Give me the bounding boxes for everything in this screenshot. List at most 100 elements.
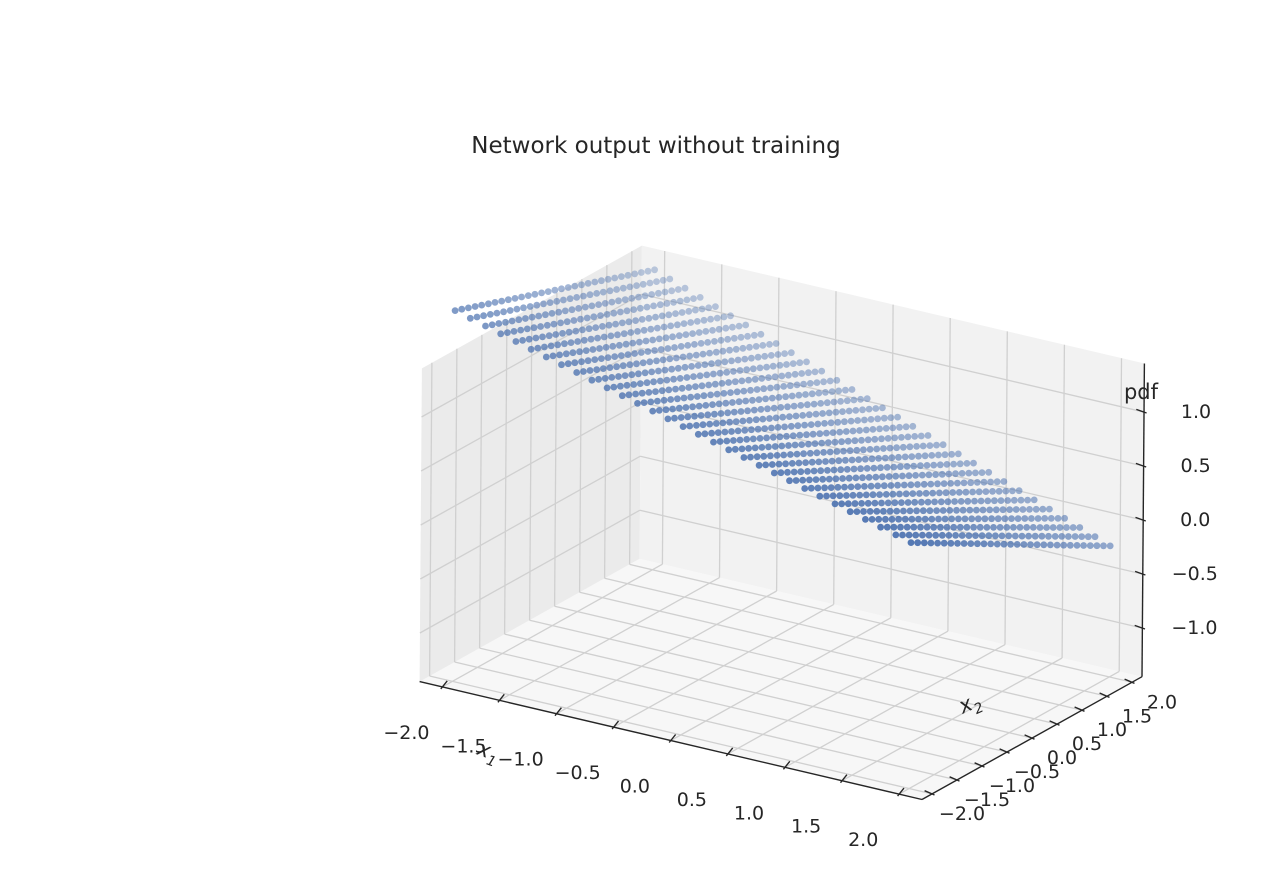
data-point — [779, 413, 787, 421]
data-point — [697, 412, 705, 419]
data-point — [1058, 533, 1066, 540]
data-point — [730, 334, 738, 342]
data-point — [988, 515, 995, 523]
data-point — [865, 405, 873, 413]
data-point — [803, 431, 810, 439]
z-tick-out — [1142, 519, 1147, 522]
data-point — [806, 476, 813, 484]
data-point — [511, 295, 519, 302]
data-point — [703, 371, 711, 379]
data-point — [887, 482, 895, 489]
data-point — [731, 445, 739, 453]
data-point — [513, 305, 521, 313]
data-point — [794, 422, 802, 430]
data-point — [677, 343, 685, 350]
data-point — [765, 443, 772, 451]
data-point — [728, 357, 735, 365]
axis-lines — [419, 363, 1147, 801]
data-point — [974, 515, 982, 523]
data-point — [1020, 541, 1028, 548]
data-point — [532, 334, 540, 342]
data-point — [466, 314, 474, 322]
data-point — [965, 469, 973, 477]
data-point — [553, 297, 561, 305]
z-axis-label: pdf — [1124, 380, 1159, 404]
data-point — [538, 289, 545, 297]
data-point — [623, 307, 631, 315]
y-tick-out — [1131, 681, 1135, 685]
data-point — [602, 344, 610, 351]
data-point — [776, 361, 784, 369]
data-point — [573, 294, 581, 301]
data-point — [752, 416, 760, 424]
data-point — [661, 366, 669, 374]
data-point — [764, 405, 771, 413]
x-tick-label: 1.0 — [734, 802, 764, 824]
data-point — [948, 450, 956, 458]
data-point — [967, 540, 975, 547]
data-point — [841, 418, 848, 426]
data-point — [787, 422, 795, 430]
data-point — [692, 306, 699, 314]
data-point — [610, 383, 618, 391]
data-point — [592, 324, 600, 331]
data-point — [736, 367, 744, 374]
grid-z-back — [640, 455, 1143, 575]
data-point — [586, 291, 594, 299]
data-point — [868, 516, 876, 523]
x-tick — [556, 707, 562, 715]
data-point — [868, 455, 876, 463]
data-point — [919, 531, 926, 539]
data-point — [952, 470, 959, 478]
data-point — [524, 292, 532, 299]
data-point — [780, 383, 788, 390]
data-point — [801, 421, 808, 429]
data-point — [497, 330, 505, 338]
data-point — [614, 331, 621, 339]
data-point — [687, 319, 695, 326]
data-point — [861, 416, 868, 424]
data-point — [833, 448, 841, 455]
data-point — [762, 461, 770, 469]
data-point — [927, 480, 935, 488]
data-point — [1002, 487, 1010, 495]
data-point — [826, 448, 834, 456]
data-point — [715, 325, 723, 333]
data-point — [760, 452, 768, 460]
data-point — [549, 352, 557, 360]
data-point — [618, 273, 625, 280]
data-point — [820, 449, 827, 456]
data-point — [1027, 541, 1034, 548]
data-point — [482, 322, 489, 330]
data-point — [1019, 506, 1027, 513]
data-point — [984, 497, 992, 505]
data-point — [941, 451, 949, 459]
data-point — [535, 312, 543, 320]
data-point — [504, 296, 512, 304]
data-point — [625, 318, 633, 326]
data-point — [595, 375, 602, 383]
data-point — [755, 461, 763, 469]
data-point — [576, 348, 583, 356]
data-point — [679, 353, 687, 361]
data-point — [785, 442, 792, 449]
data-point — [912, 531, 920, 539]
data-point — [793, 381, 801, 389]
data-point — [545, 332, 553, 340]
data-point — [858, 500, 865, 507]
data-point — [661, 288, 669, 296]
data-point — [1028, 515, 1035, 522]
data-point — [920, 480, 928, 488]
data-point — [776, 433, 784, 441]
data-point — [691, 341, 698, 348]
data-point — [829, 429, 837, 436]
data-point — [710, 438, 717, 446]
data-point — [843, 397, 851, 405]
x-tick-out — [782, 766, 786, 770]
data-point — [711, 410, 718, 418]
data-point — [1053, 541, 1061, 549]
data-point — [828, 388, 836, 395]
data-point — [517, 326, 525, 334]
data-point — [651, 266, 658, 274]
